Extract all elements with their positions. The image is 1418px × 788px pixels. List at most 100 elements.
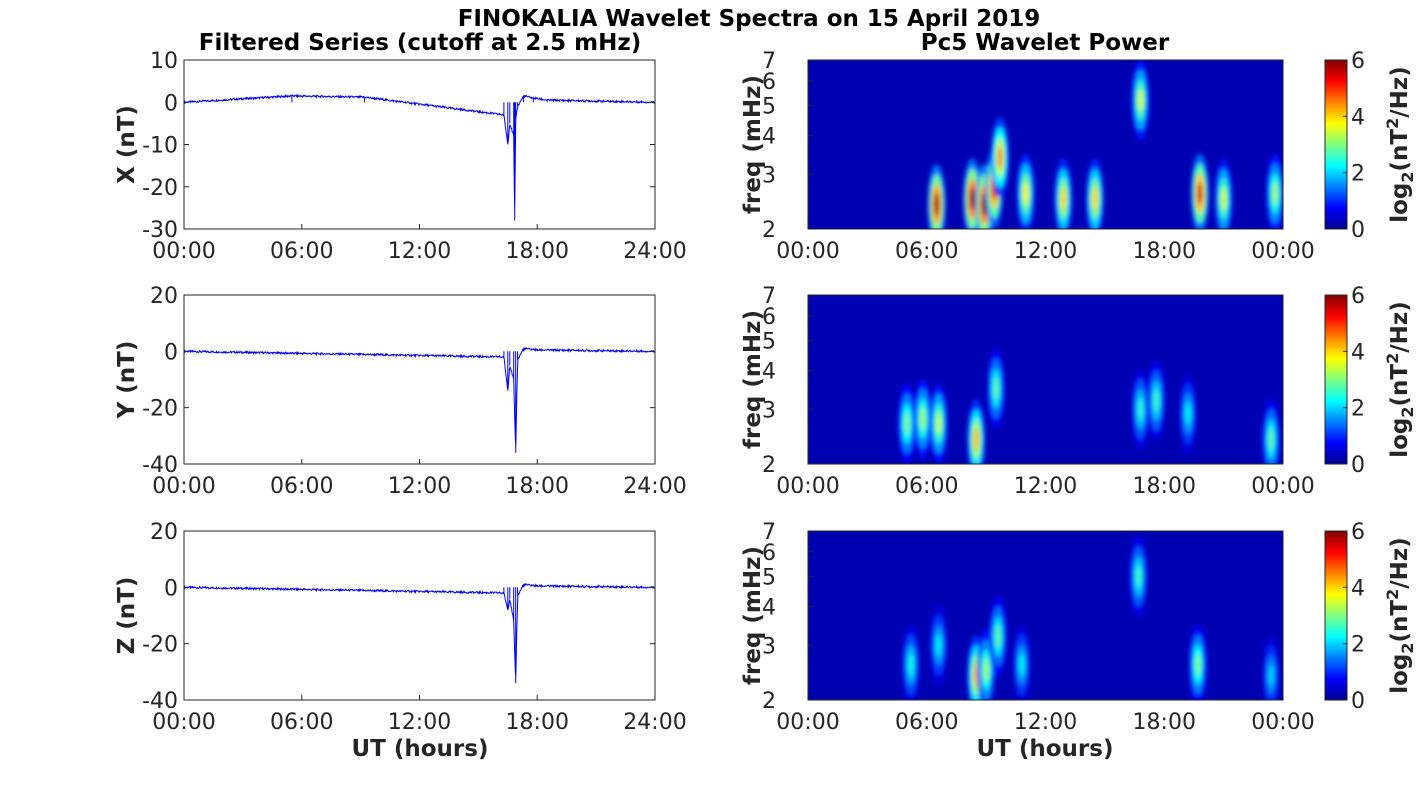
z-wavelet-ytick-label: 7 bbox=[762, 520, 776, 545]
y-wavelet-ytick-label: 6 bbox=[762, 305, 776, 330]
z-wavelet-xtick-label: 12:00 bbox=[1014, 710, 1077, 735]
y-series-ytick-label: -40 bbox=[142, 453, 178, 478]
z-wavelet-blob bbox=[1012, 624, 1031, 700]
y-wavelet-cbar-label: log2(nT2/Hz) bbox=[1383, 301, 1417, 458]
x-wavelet-cbar-tick-label: 0 bbox=[1351, 218, 1365, 243]
x-wavelet-xtick-label: 18:00 bbox=[1133, 239, 1196, 264]
y-wavelet-blob bbox=[897, 383, 916, 464]
x-wavelet-blob bbox=[1016, 153, 1035, 229]
x-wavelet-ytick-label: 6 bbox=[762, 70, 776, 95]
x-series-xtick-label: 12:00 bbox=[388, 239, 451, 264]
y-wavelet-cbar-tick-label: 4 bbox=[1351, 340, 1365, 365]
y-wavelet-xtick-label: 00:00 bbox=[776, 474, 839, 499]
x-wavelet-cbar-tick-label: 6 bbox=[1351, 49, 1365, 74]
y-series-trace bbox=[183, 346, 656, 453]
z-wavelet-xtick-label: 18:00 bbox=[1133, 710, 1196, 735]
x-series-axes bbox=[183, 59, 656, 230]
x-series-ytick-label: 10 bbox=[150, 49, 178, 74]
x-wavelet-blob bbox=[990, 117, 1009, 198]
z-wavelet-background bbox=[808, 531, 1283, 700]
x-wavelet-blob bbox=[1085, 158, 1104, 229]
z-wavelet-ytick-label: 4 bbox=[762, 595, 776, 620]
y-wavelet-xtick-label: 18:00 bbox=[1133, 474, 1196, 499]
x-wavelet-axes bbox=[807, 59, 1284, 230]
z-wavelet-blob bbox=[929, 605, 948, 686]
x-wavelet-xtick-label: 00:00 bbox=[1251, 239, 1314, 264]
x-wavelet-cbar-label: log2(nT2/Hz) bbox=[1383, 66, 1417, 223]
x-series-xtick-label: 06:00 bbox=[270, 239, 333, 264]
z-wavelet-cbar-label: log2(nT2/Hz) bbox=[1383, 537, 1417, 694]
z-series-xtick-label: 12:00 bbox=[388, 710, 451, 735]
y-series-xtick-label: 06:00 bbox=[270, 474, 333, 499]
y-wavelet-cbar-tick-label: 2 bbox=[1351, 397, 1365, 422]
z-series-xtick-label: 06:00 bbox=[270, 710, 333, 735]
left-column-title: Filtered Series (cutoff at 2.5 mHz) bbox=[199, 30, 642, 56]
z-wavelet-cbar-tick-label: 4 bbox=[1351, 576, 1365, 601]
y-wavelet-colorbar bbox=[1324, 294, 1348, 465]
y-wavelet-ylabel: freq (mHz) bbox=[740, 310, 766, 449]
z-wavelet-blob bbox=[901, 624, 920, 700]
z-wavelet-blob bbox=[1188, 624, 1207, 700]
y-wavelet-xtick-label: 06:00 bbox=[895, 474, 958, 499]
y-wavelet-blob bbox=[1131, 369, 1150, 450]
x-series-trace bbox=[183, 93, 656, 221]
z-series-ytick-label: -40 bbox=[142, 689, 178, 714]
x-series-ytick-label: -10 bbox=[142, 134, 178, 159]
y-wavelet-axes bbox=[807, 294, 1284, 465]
x-wavelet-ytick-label: 4 bbox=[762, 124, 776, 149]
z-series-trace bbox=[183, 582, 656, 684]
x-wavelet-blob bbox=[1054, 158, 1073, 229]
x-wavelet-ytick-label: 7 bbox=[762, 49, 776, 74]
y-wavelet-blob bbox=[987, 348, 1006, 429]
z-wavelet-colorbar bbox=[1324, 530, 1348, 701]
y-series-ytick-label: 0 bbox=[164, 340, 178, 365]
z-series-ytick-label: -20 bbox=[142, 633, 178, 658]
z-wavelet-axes bbox=[807, 530, 1284, 701]
y-wavelet-background bbox=[808, 295, 1283, 464]
y-wavelet-blob bbox=[1179, 373, 1197, 454]
x-wavelet-xtick-label: 00:00 bbox=[776, 239, 839, 264]
figure-title: FINOKALIA Wavelet Spectra on 15 April 20… bbox=[458, 6, 1041, 32]
z-wavelet-ytick-label: 2 bbox=[762, 689, 776, 714]
y-wavelet-ytick-label: 4 bbox=[762, 359, 776, 384]
z-wavelet-cbar-tick-label: 6 bbox=[1351, 520, 1365, 545]
x-wavelet-ytick-label: 2 bbox=[762, 218, 776, 243]
z-wavelet-ylabel: freq (mHz) bbox=[740, 546, 766, 685]
y-series-xtick-label: 18:00 bbox=[506, 474, 569, 499]
x-wavelet-ylabel: freq (mHz) bbox=[740, 75, 766, 214]
z-wavelet-xtick-label: 06:00 bbox=[895, 710, 958, 735]
x-wavelet-blob bbox=[927, 164, 946, 229]
y-wavelet-blob bbox=[1262, 399, 1281, 464]
y-wavelet-ytick-label: 2 bbox=[762, 453, 776, 478]
z-series-ytick-label: 20 bbox=[150, 520, 178, 545]
z-series-ytick-label: 0 bbox=[164, 576, 178, 601]
x-wavelet-background bbox=[808, 60, 1283, 229]
left-xlabel: UT (hours) bbox=[352, 736, 489, 762]
z-wavelet-xtick-label: 00:00 bbox=[1251, 710, 1314, 735]
y-wavelet-ytick-label: 3 bbox=[762, 398, 776, 423]
x-series-ylabel: X (nT) bbox=[114, 105, 140, 184]
y-wavelet-xtick-label: 00:00 bbox=[1251, 474, 1314, 499]
z-wavelet-blob bbox=[989, 596, 1007, 677]
x-series-ytick-label: -30 bbox=[142, 218, 178, 243]
z-series-xtick-label: 00:00 bbox=[152, 710, 215, 735]
z-series-xtick-label: 18:00 bbox=[506, 710, 569, 735]
x-wavelet-blob bbox=[1131, 60, 1150, 141]
x-wavelet-ytick-label: 5 bbox=[762, 94, 776, 119]
y-series-xtick-label: 24:00 bbox=[623, 474, 686, 499]
y-wavelet-blob bbox=[1147, 360, 1166, 441]
y-series-ytick-label: -20 bbox=[142, 397, 178, 422]
z-wavelet-ytick-label: 5 bbox=[762, 565, 776, 590]
z-wavelet-cbar-tick-label: 0 bbox=[1351, 689, 1365, 714]
x-wavelet-blob bbox=[1266, 153, 1283, 229]
z-series-axes bbox=[183, 530, 656, 701]
x-series-ytick-label: 0 bbox=[164, 91, 178, 116]
y-wavelet-cbar-tick-label: 0 bbox=[1351, 453, 1365, 478]
z-wavelet-blob bbox=[1262, 635, 1281, 700]
x-wavelet-blob bbox=[1190, 153, 1209, 229]
z-wavelet-blob bbox=[1129, 536, 1148, 617]
